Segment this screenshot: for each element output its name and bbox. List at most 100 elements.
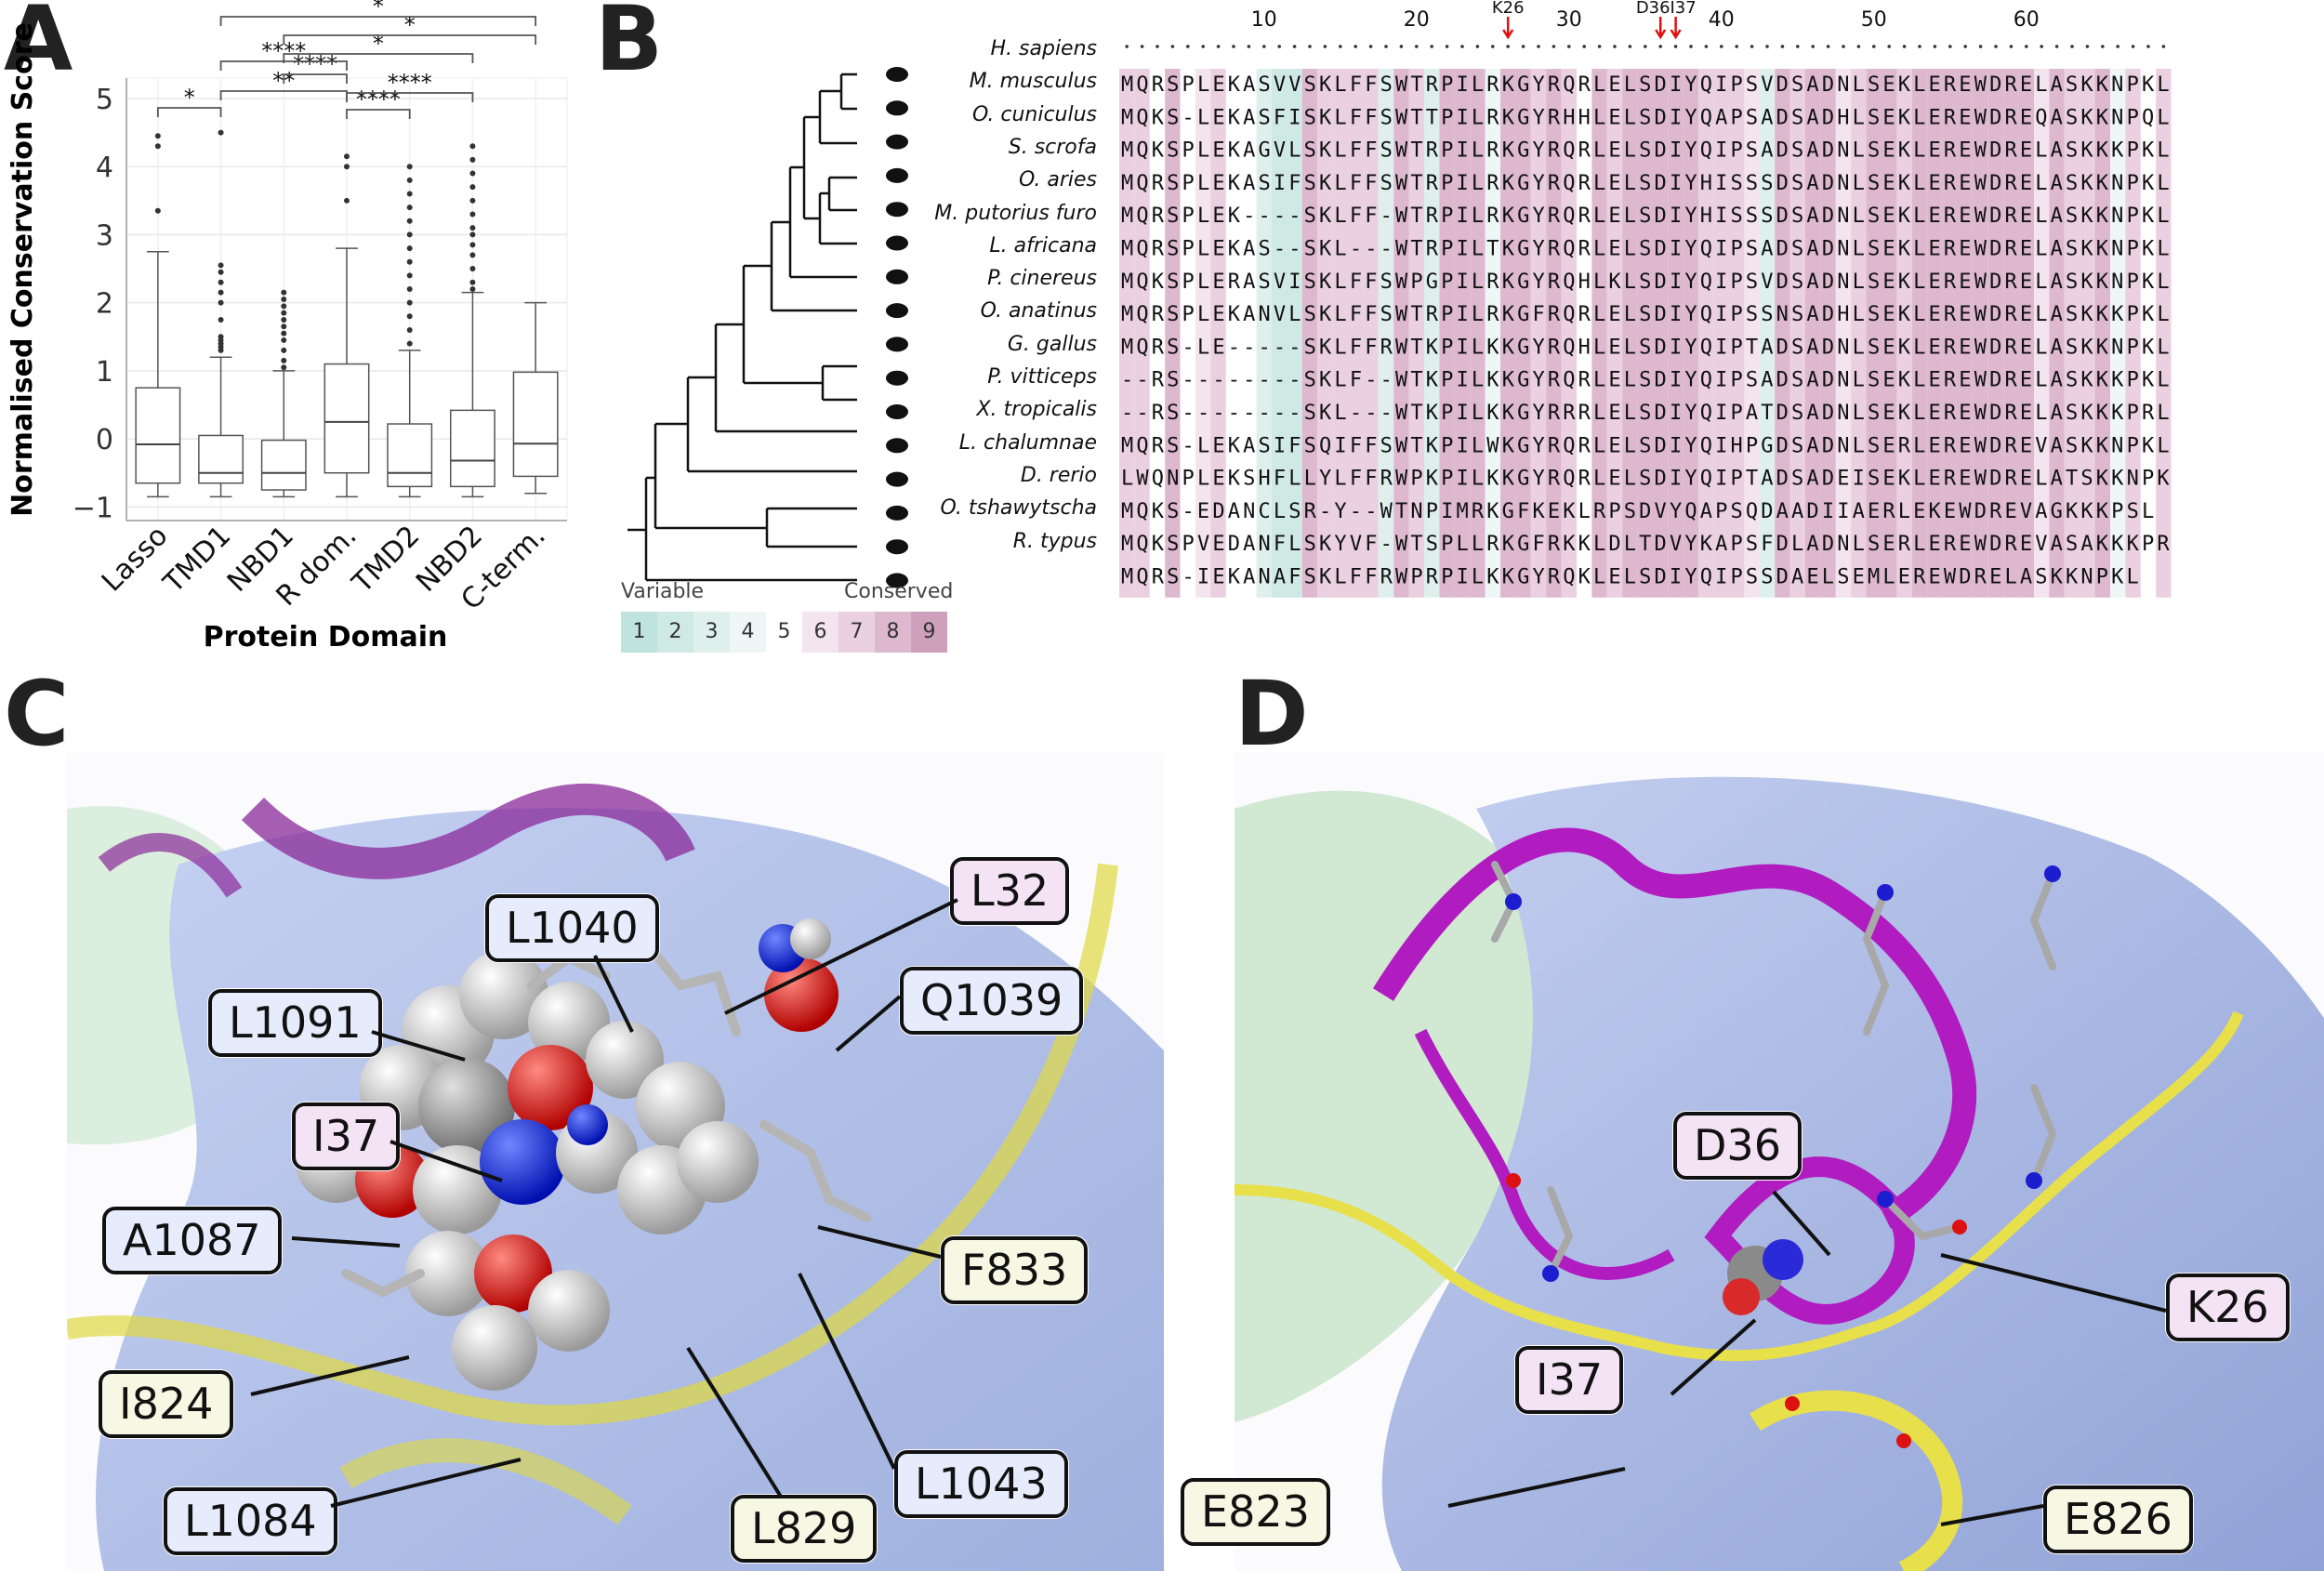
label-l32: L32: [950, 857, 1070, 925]
ruler-dot: [1140, 45, 1144, 48]
outlier-point: [218, 299, 224, 306]
outlier-point: [469, 156, 476, 163]
legend-cell: 8: [875, 612, 911, 653]
box-1: [135, 133, 181, 498]
species-name: O. tshawytscha: [940, 496, 1097, 521]
ruler-dot: [1842, 45, 1845, 48]
outlier-point: [344, 197, 350, 204]
ruler-dot: [1521, 45, 1525, 48]
ruler-dot: [1552, 45, 1556, 48]
ruler-dot: [1216, 45, 1221, 48]
animal-silhouette-icon: [886, 67, 908, 82]
animal-silhouette-icon: [886, 438, 908, 454]
outlier-point: [218, 269, 224, 275]
conservation-column: [2064, 69, 2080, 598]
conservation-column: [1165, 69, 1181, 598]
bracket-line: [283, 73, 348, 84]
ruler-dot: [1430, 45, 1433, 48]
conservation-column: [1987, 69, 2004, 598]
sequence-row: MQKSPVEDANFLSKYVF-WTSPLLRKGFRKKLDLTDVYKA…: [1121, 533, 2170, 556]
conservation-column: [1149, 69, 1166, 598]
ruler-dot: [1872, 45, 1876, 48]
ruler-dot: [1735, 45, 1738, 48]
outlier-point: [218, 129, 224, 136]
conservation-column: [1577, 69, 1592, 598]
box-body: [198, 434, 244, 484]
conservation-column: [1500, 69, 1516, 598]
outlier-point: [281, 303, 287, 310]
species-name: H. sapiens: [990, 37, 1098, 60]
red-arrow-icon: [1670, 17, 1682, 40]
box-body: [387, 423, 433, 488]
ruler-dot: [1780, 45, 1785, 48]
ruler-dot: [1856, 45, 1861, 48]
outlier-point: [218, 279, 224, 285]
sequence-row: --RS--------SKLF--WTKPILKKGYRQRLELSDIYQI…: [1121, 369, 2170, 392]
species-name: O. anatinus: [980, 299, 1097, 323]
outlier-point: [154, 207, 161, 214]
conservation-column: [1866, 69, 1882, 598]
outlier-point: [281, 289, 287, 296]
conservation-column: [1851, 69, 1867, 598]
conservation-column: [1591, 69, 1607, 598]
species-name: L. chalumnae: [958, 430, 1097, 455]
species-name: S. scrofa: [1008, 135, 1097, 159]
species-name: M. putorius furo: [934, 201, 1097, 225]
label-i824: I824: [99, 1370, 234, 1438]
conservation-column: [1927, 69, 1943, 598]
ruler-dot: [1277, 45, 1281, 48]
significance-bracket: ****: [283, 51, 348, 84]
conservation-column: [1744, 69, 1760, 598]
species-name: D. rerio: [1020, 463, 1097, 487]
conservation-column: [1820, 69, 1836, 598]
significance-bracket: ****: [346, 86, 411, 119]
animal-silhouette-icon: [886, 337, 908, 352]
sequence-row: MQRSPLEKASVVSKLFFSWTRPILRKGYRQRLELSDIYQI…: [1121, 73, 2170, 97]
legend-cell: 4: [730, 612, 766, 653]
bracket-line: [283, 53, 474, 63]
ruler-number: 20: [1404, 8, 1430, 32]
legend-cell: 1: [621, 612, 657, 653]
label-q1039: Q1039: [900, 967, 1084, 1035]
legend-cell: 2: [657, 612, 693, 653]
ruler-dot: [1399, 45, 1404, 48]
outlier-point: [154, 143, 161, 150]
conservation-column: [1225, 69, 1242, 598]
conservation-column: [1439, 69, 1455, 598]
sequence-row: --RS--------SKL---WTKPILKKGYRRRLELSDIYQI…: [1121, 402, 2170, 425]
x-tick-label: Lasso: [96, 520, 175, 599]
conservation-column: [1332, 69, 1348, 598]
box-6: [449, 143, 495, 498]
ruler-dot: [2009, 45, 2014, 48]
conservation-column: [2140, 69, 2157, 598]
conservation-column: [2156, 69, 2172, 598]
outlier-point: [469, 170, 476, 177]
conservation-column: [1454, 69, 1471, 598]
conservation-column: [2003, 69, 2019, 598]
animal-silhouette-icon: [886, 505, 908, 521]
animal-silhouette-icon: [886, 539, 908, 555]
significance-bracket: *: [156, 85, 222, 117]
ruler-dot: [1644, 45, 1647, 48]
ruler-number: 30: [1556, 8, 1582, 32]
significance-label: ****: [388, 70, 432, 96]
ruler-dot: [2070, 45, 2074, 48]
species-name: X. tropicalis: [976, 398, 1097, 422]
conservation-column: [1408, 69, 1424, 598]
ruler-dot: [1125, 45, 1129, 48]
significance-bracket: *: [283, 31, 474, 63]
ruler-dot: [1658, 45, 1662, 48]
significance-label: *: [184, 85, 195, 111]
label-e826: E826: [2043, 1485, 2193, 1553]
conservation-column: [2018, 69, 2034, 598]
conservation-column: [1241, 69, 1257, 598]
outlier-point: [344, 164, 350, 170]
sequence-row: MQKSPLERASVISKLFFSWPGPILRKGYRQHLKLSDIYQI…: [1121, 271, 2170, 294]
ruler-dot: [1353, 45, 1357, 48]
conservation-column: [1134, 69, 1150, 598]
conservation-column: [1911, 69, 1928, 598]
box-plot-chart: ******************* *** −1012345LassoTMD1…: [7, 0, 568, 653]
species-name: R. typus: [1012, 529, 1097, 553]
phylogenetic-tree: [627, 67, 908, 588]
sequence-row: MQKSPLEKAGVLSKLFFSWTRPILRKGYRQRLELSDIYQI…: [1121, 139, 2170, 163]
